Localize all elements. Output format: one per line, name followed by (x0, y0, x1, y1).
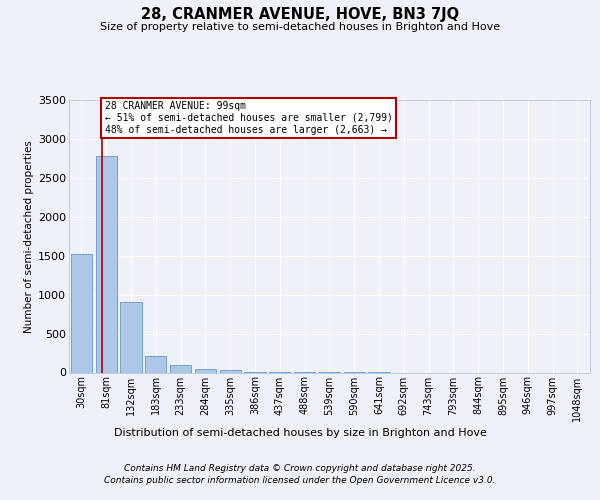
Text: Size of property relative to semi-detached houses in Brighton and Hove: Size of property relative to semi-detach… (100, 22, 500, 32)
Text: 28 CRANMER AVENUE: 99sqm
← 51% of semi-detached houses are smaller (2,799)
48% o: 28 CRANMER AVENUE: 99sqm ← 51% of semi-d… (105, 102, 392, 134)
Bar (170, 364, 191, 372)
Text: Distribution of semi-detached houses by size in Brighton and Hove: Distribution of semi-detached houses by … (113, 428, 487, 438)
Bar (71, 254, 92, 372)
Bar (220, 370, 241, 372)
Bar (195, 368, 216, 372)
Text: 28, CRANMER AVENUE, HOVE, BN3 7JQ: 28, CRANMER AVENUE, HOVE, BN3 7JQ (141, 8, 459, 22)
Text: Contains HM Land Registry data © Crown copyright and database right 2025.: Contains HM Land Registry data © Crown c… (124, 464, 476, 473)
Bar (145, 356, 166, 372)
Bar (121, 302, 142, 372)
Y-axis label: Number of semi-detached properties: Number of semi-detached properties (24, 140, 34, 332)
Text: Contains public sector information licensed under the Open Government Licence v3: Contains public sector information licen… (104, 476, 496, 485)
Bar (95, 156, 117, 372)
